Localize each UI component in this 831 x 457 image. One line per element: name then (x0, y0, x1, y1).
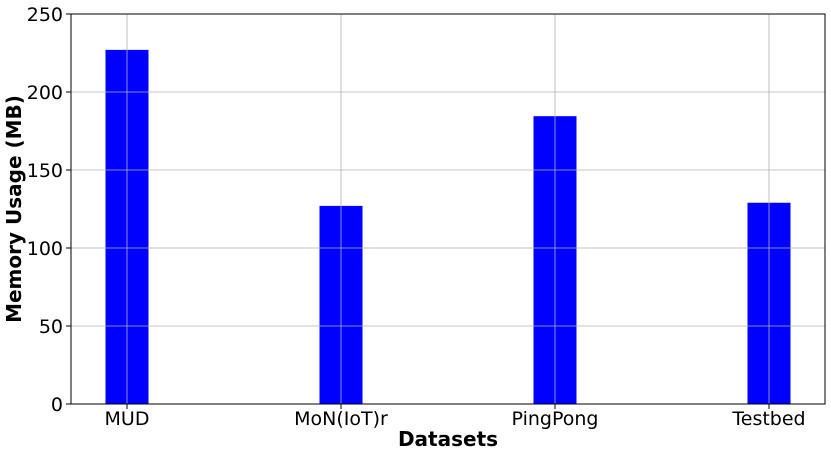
axis-ticks: 0 50 100 150 200 250 MUD MoN(IoT)r PingPong Testb… (27, 4, 806, 430)
bars (105, 49, 791, 405)
grid (71, 13, 825, 405)
x-tick-label: MoN(IoT)r (294, 408, 388, 430)
x-tick-label: PingPong (512, 408, 599, 430)
y-tick-label: 150 (27, 160, 63, 182)
y-axis-title: Memory Usage (MB) (2, 95, 26, 323)
y-tick-label: 200 (27, 82, 63, 104)
y-tick-label: 0 (51, 394, 63, 416)
x-axis-title: Datasets (398, 427, 498, 451)
x-tick-label: Testbed (731, 408, 805, 430)
x-tick-label: MUD (105, 408, 150, 430)
y-tick-label: 50 (39, 316, 63, 338)
y-tick-label: 250 (27, 4, 63, 26)
plot-area-frame (70, 13, 826, 405)
y-tick-label: 100 (27, 238, 63, 260)
